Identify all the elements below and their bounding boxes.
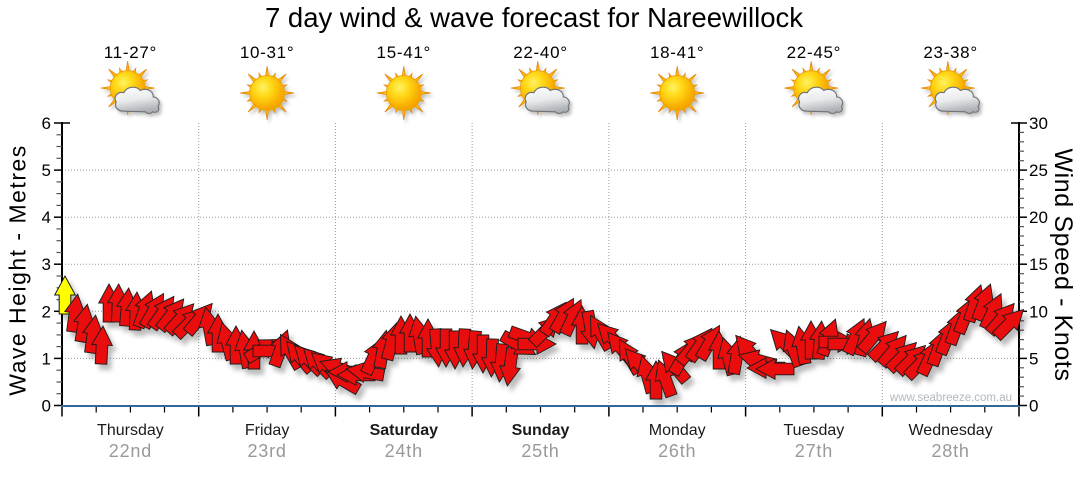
svg-text:15: 15 xyxy=(1029,255,1048,274)
svg-text:Thursday: Thursday xyxy=(97,422,164,439)
svg-text:26th: 26th xyxy=(658,441,696,461)
svg-text:Friday: Friday xyxy=(245,422,289,439)
svg-text:10: 10 xyxy=(1029,302,1048,321)
svg-text:11-27°: 11-27° xyxy=(104,43,157,62)
svg-text:Wednesday: Wednesday xyxy=(908,422,992,439)
svg-text:22-45°: 22-45° xyxy=(787,43,841,62)
svg-text:2: 2 xyxy=(42,302,51,321)
svg-text:Tuesday: Tuesday xyxy=(784,422,845,439)
svg-text:5: 5 xyxy=(42,161,51,180)
svg-text:22nd: 22nd xyxy=(109,441,152,461)
svg-text:6: 6 xyxy=(42,114,51,133)
svg-text:0: 0 xyxy=(42,397,51,416)
svg-text:Saturday: Saturday xyxy=(370,422,439,439)
svg-text:5: 5 xyxy=(1029,349,1038,368)
svg-text:10-31°: 10-31° xyxy=(240,43,294,62)
svg-text:1: 1 xyxy=(42,349,51,368)
svg-text:25: 25 xyxy=(1029,161,1048,180)
svg-text:27th: 27th xyxy=(795,441,833,461)
svg-text:Sunday: Sunday xyxy=(512,422,570,439)
svg-text:Wind Speed - Knots: Wind Speed - Knots xyxy=(1049,148,1077,381)
svg-text:18-41°: 18-41° xyxy=(650,43,704,62)
svg-text:Monday: Monday xyxy=(649,422,706,439)
svg-text:25th: 25th xyxy=(521,441,559,461)
svg-text:30: 30 xyxy=(1029,114,1048,133)
svg-text:0: 0 xyxy=(1029,397,1038,416)
svg-text:15-41°: 15-41° xyxy=(377,43,431,62)
svg-text:23-38°: 23-38° xyxy=(923,43,977,62)
svg-text:23rd: 23rd xyxy=(247,441,286,461)
svg-text:Wave Height - Metres: Wave Height - Metres xyxy=(5,144,31,396)
svg-text:4: 4 xyxy=(42,208,51,227)
svg-text:24th: 24th xyxy=(385,441,423,461)
svg-text:www.seabreeze.com.au: www.seabreeze.com.au xyxy=(889,392,1012,404)
svg-text:22-40°: 22-40° xyxy=(513,43,567,62)
svg-text:3: 3 xyxy=(42,255,51,274)
svg-text:28th: 28th xyxy=(931,441,969,461)
svg-text:7 day wind & wave forecast for: 7 day wind & wave forecast for Nareewill… xyxy=(265,2,803,33)
svg-text:20: 20 xyxy=(1029,208,1048,227)
